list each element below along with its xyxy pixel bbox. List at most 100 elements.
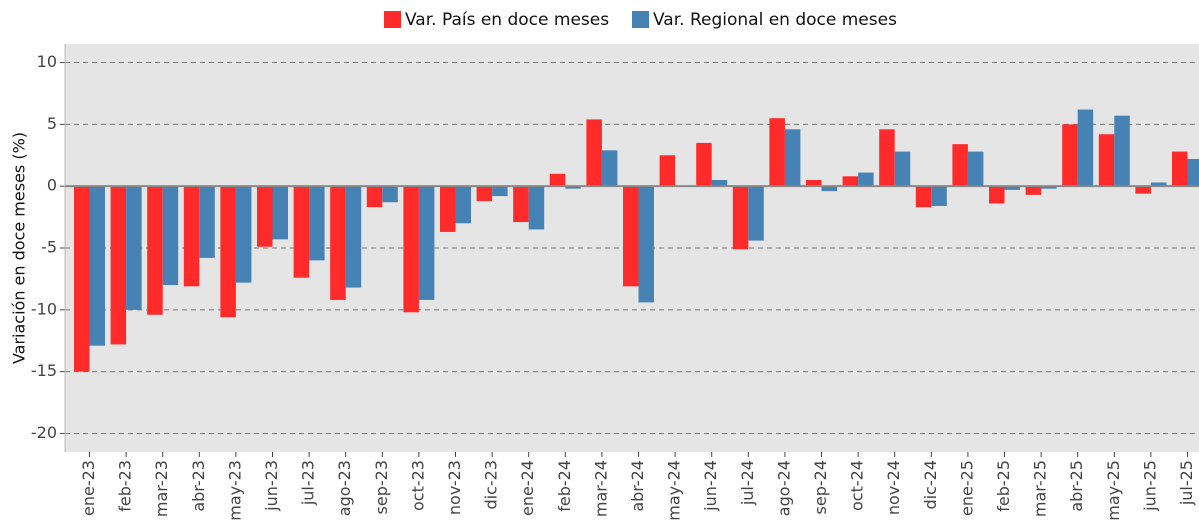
x-tick-label: oct-24	[848, 460, 867, 511]
bar	[183, 186, 200, 287]
bar	[1077, 109, 1094, 187]
x-tick-label: feb-23	[116, 460, 135, 512]
x-tick-label: ene-23	[79, 460, 98, 516]
y-axis-label: Variación en doce meses (%)	[10, 132, 29, 364]
x-tick-label: jul-25	[1177, 460, 1196, 506]
bar	[455, 186, 471, 224]
bar	[1150, 182, 1167, 187]
bar	[126, 186, 142, 310]
x-tick-label: jun-24	[701, 460, 720, 512]
y-tick-label: 5	[47, 114, 57, 133]
bar	[1004, 186, 1020, 190]
bar	[894, 151, 911, 187]
bar	[696, 142, 712, 187]
bar	[257, 186, 273, 247]
bar	[1062, 124, 1078, 187]
bars	[74, 109, 1199, 372]
bar	[1135, 186, 1151, 194]
bar	[1172, 151, 1188, 187]
x-tick-label: may-25	[1104, 460, 1123, 521]
x-tick-label: abr-23	[189, 460, 208, 512]
x-tick-label: nov-24	[884, 460, 903, 515]
legend-label: Var. País en doce meses	[405, 10, 609, 30]
bar	[821, 186, 837, 192]
bar	[199, 186, 215, 258]
bar	[806, 180, 822, 187]
x-tick-label: jul-23	[299, 460, 318, 506]
bar	[513, 186, 529, 223]
y-tick-label: -5	[41, 238, 57, 257]
bar	[220, 186, 236, 318]
x-tick-label: feb-25	[994, 460, 1013, 512]
x-tick-label: ago-23	[335, 460, 354, 516]
x-tick-label: mar-24	[591, 460, 610, 517]
x-tick-label: dic-24	[921, 460, 940, 510]
bar	[382, 186, 398, 203]
x-tick-label: may-23	[225, 460, 244, 521]
x-tick-label: nov-23	[445, 460, 464, 515]
bar	[345, 186, 362, 288]
x-tick-label: sep-23	[372, 460, 391, 514]
bar	[549, 173, 566, 187]
bar	[366, 186, 383, 208]
bar	[89, 186, 105, 346]
bar	[492, 186, 508, 197]
x-tick-label: ene-25	[957, 460, 976, 516]
x-tick-label: mar-25	[1031, 460, 1050, 517]
x-tick-label: ene-24	[518, 460, 537, 516]
bar	[418, 186, 435, 300]
bar	[1098, 134, 1115, 187]
legend-swatch	[384, 11, 401, 28]
x-tick-label: abr-24	[628, 460, 647, 512]
bar	[440, 186, 456, 232]
y-tick-label: -15	[31, 361, 57, 380]
x-tick-label: ago-24	[774, 460, 793, 516]
bar	[1025, 186, 1042, 195]
bar	[586, 119, 602, 187]
bar	[784, 129, 801, 187]
bar	[1187, 158, 1199, 187]
bar	[528, 186, 545, 230]
x-tick-label: oct-23	[408, 460, 427, 511]
bar	[638, 186, 654, 303]
legend-swatch	[632, 11, 649, 28]
x-tick-label: may-24	[665, 460, 684, 521]
bar	[110, 186, 127, 345]
bar	[601, 150, 618, 187]
bar	[842, 176, 859, 187]
x-tick-label: jun-23	[262, 460, 281, 512]
bar	[403, 186, 419, 313]
bar	[989, 186, 1005, 204]
bar	[147, 186, 163, 315]
bar	[1114, 115, 1130, 187]
x-tick-label: jul-24	[738, 460, 757, 506]
bar	[732, 186, 749, 250]
bar	[711, 180, 728, 187]
bar	[952, 144, 968, 187]
bar	[330, 186, 346, 300]
bar	[309, 186, 325, 261]
legend-label: Var. Regional en doce meses	[653, 10, 897, 30]
x-tick-label: abr-25	[1067, 460, 1086, 512]
bar	[748, 186, 764, 241]
bar	[235, 186, 252, 283]
bar	[858, 172, 874, 187]
y-tick-label: 10	[37, 52, 57, 71]
bar	[879, 129, 895, 187]
x-tick-label: feb-24	[555, 460, 574, 512]
bar	[659, 155, 676, 187]
y-tick-label: -10	[31, 299, 57, 318]
bar	[915, 186, 932, 208]
bar	[74, 186, 90, 372]
bar	[623, 186, 639, 287]
x-tick-label: mar-23	[152, 460, 171, 517]
bar	[272, 186, 288, 240]
x-tick-label: dic-23	[482, 460, 501, 510]
y-tick-label: 0	[47, 176, 57, 195]
bar	[967, 151, 984, 187]
bar	[476, 186, 493, 202]
y-tick-label: -20	[31, 423, 57, 442]
bar	[293, 186, 310, 278]
bar	[1041, 186, 1057, 189]
